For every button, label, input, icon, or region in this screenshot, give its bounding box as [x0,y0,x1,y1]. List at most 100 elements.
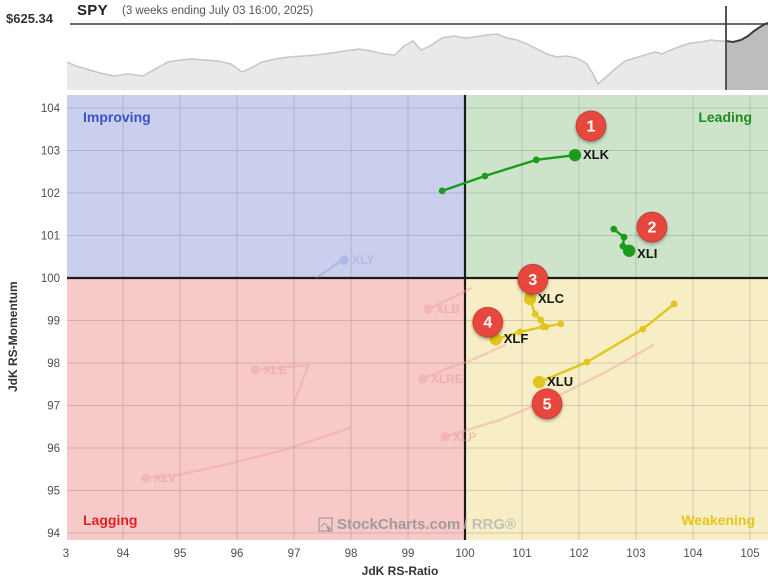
tail-line [494,322,562,341]
x-tick-102: 102 [569,548,588,560]
y-tick-104: 104 [41,103,61,115]
sparkline-line [66,33,726,86]
y-axis-label: JdK RS-Momentum [6,281,20,392]
quadrant-label-weakening: Weakening [681,512,755,528]
y-tick-102: 102 [41,188,60,200]
sector-label-XLF[interactable]: XLF [504,331,529,346]
rank-badge-5[interactable]: 5 [531,388,563,420]
badge-number: 2 [648,220,657,237]
watermark-suffix: / RRG® [463,516,517,533]
sector-tail-XLI[interactable]: XLI [610,225,657,261]
sparkline-area [67,34,726,90]
x-tick-99: 99 [402,548,415,560]
sector-label-XLK[interactable]: XLK [583,147,610,162]
head-dot-XLY[interactable] [339,255,349,265]
tail-line [537,302,676,384]
tail-line [528,297,548,329]
head-dot-XLC[interactable] [523,292,537,306]
y-tick-100: 100 [41,273,60,285]
badge-number: 5 [543,396,552,413]
quadrant-weakening [465,278,768,540]
tail-dot [670,300,678,308]
tail-line [443,343,655,439]
x-tick-103: 103 [626,548,645,560]
sector-tail-XLU[interactable]: XLU [532,300,678,390]
x-tick-95: 95 [174,548,187,560]
quadrant-label-lagging: Lagging [83,512,138,528]
sector-label-XLC[interactable]: XLC [538,291,565,306]
sector-label-XLU[interactable]: XLU [547,374,573,389]
head-dot-XLE[interactable] [250,365,260,375]
head-dot-XLB[interactable] [423,304,433,314]
tail-dot [610,225,618,233]
sector-label-XLE[interactable]: XLE [263,363,286,377]
tail-dot [639,325,647,333]
sector-tail-XLP[interactable]: XLP [440,343,655,444]
x-tick-105: 105 [740,548,759,560]
sector-tail-XLK[interactable]: XLK [438,147,610,195]
x-tick-104: 104 [683,548,703,560]
badge-number: 4 [483,315,492,332]
rank-badge-4[interactable]: 4 [472,306,504,338]
tail-dot [516,328,524,336]
x-tick-98: 98 [345,548,358,560]
watermark-brand: StockCharts.com [337,516,461,533]
sector-label-XLB[interactable]: XLB [436,302,460,316]
tail-line [421,343,507,381]
sparkline-highlight-area [726,23,768,90]
badge-circle [517,263,549,295]
tail-dot [537,316,545,324]
y-tick-98: 98 [47,358,60,370]
x-tick-96: 96 [231,548,244,560]
y-tick-97: 97 [47,401,60,413]
quadrant-improving [67,95,465,278]
rank-badge-3[interactable]: 3 [517,263,549,295]
quadrant-label-leading: Leading [698,109,752,125]
quadrant-leading [465,95,768,278]
price-label: $625.34 [6,11,53,26]
sector-label-XLRE[interactable]: XLRE [431,372,463,386]
y-tick-95: 95 [47,486,60,498]
sector-tail-XLC[interactable]: XLC [523,291,565,331]
sector-label-XLI[interactable]: XLI [637,246,657,261]
sector-label-XLP[interactable]: XLP [453,430,476,444]
stockcharts-logo-icon [318,516,333,532]
x-axis-label: JdK RS-Ratio [361,564,439,578]
y-tick-99: 99 [47,316,60,328]
sector-tail-XLE[interactable]: XLE [250,363,310,405]
tail-line [426,287,472,311]
quadrant-label-improving: Improving [83,109,151,125]
head-dot-XLU[interactable] [532,375,546,389]
quadrant-lagging [67,278,465,540]
head-dot-XLV[interactable] [141,473,151,483]
badge-circle [575,110,607,142]
head-dot-XLRE[interactable] [418,374,428,384]
head-dot-XLP[interactable] [440,432,450,442]
head-dot-XLK[interactable] [568,148,582,162]
y-tick-103: 103 [41,146,60,158]
x-tick-94: 94 [117,548,130,560]
sector-tail-XLRE[interactable]: XLRE [418,343,507,386]
sector-tail-XLY[interactable]: XLY [315,253,375,279]
sector-label-XLY[interactable]: XLY [352,253,374,267]
sector-tail-XLB[interactable]: XLB [423,287,472,316]
tail-dot [539,323,547,331]
tail-dot [531,310,539,318]
x-tick-3: 3 [63,548,69,560]
tail-dot [620,233,628,241]
tail-line [441,153,577,193]
rank-badge-2[interactable]: 2 [636,211,668,243]
tail-line [144,426,352,480]
stockcharts-watermark[interactable]: StockCharts.com / RRG® [318,516,516,533]
x-tick-97: 97 [288,548,301,560]
tail-dot [438,187,446,195]
rank-badge-1[interactable]: 1 [575,110,607,142]
y-tick-96: 96 [47,443,60,455]
badge-number: 1 [587,118,596,135]
tail-dot [532,156,540,164]
sector-label-XLV[interactable]: XLV [154,471,176,485]
head-dot-XLI[interactable] [622,244,636,257]
sector-tail-XLV[interactable]: XLV [141,426,352,485]
tail-line [315,258,346,279]
